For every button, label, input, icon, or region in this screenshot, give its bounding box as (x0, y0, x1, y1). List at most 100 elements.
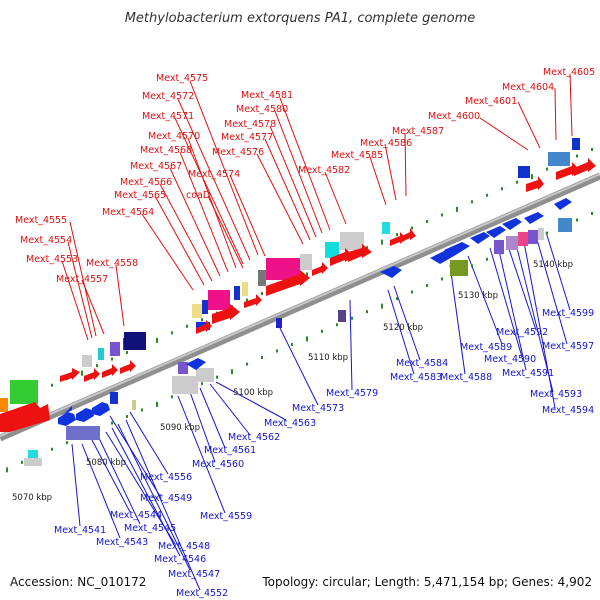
tick-dot (546, 167, 548, 171)
forward-strand-genes (0, 138, 596, 432)
tick-label: 5140 kbp (533, 260, 573, 270)
gene-label: Mext_4594 (542, 405, 594, 416)
gene-label: Mext_4574 (188, 169, 240, 180)
gene-label: Mext_4564 (102, 207, 154, 218)
tick-dot (366, 246, 368, 250)
tick-dot (366, 310, 368, 314)
gene-arrow (524, 212, 544, 224)
scale-ticks: 5070 kbp 5080 kbp 5090 kbp 5100 kbp 5110… (12, 260, 573, 503)
tick-dot (501, 187, 503, 191)
gene-arrow (92, 402, 110, 416)
tick-dot (276, 349, 278, 353)
tick-dot (141, 408, 143, 412)
gene-label: Mext_4568 (140, 145, 192, 156)
gene-label: Mext_4559 (200, 511, 252, 522)
gene-arrow (502, 218, 522, 230)
gene-block (0, 398, 8, 412)
tick-dot (591, 211, 593, 215)
gene-block (300, 254, 312, 270)
gene-label: Mext_4580 (236, 104, 288, 115)
bottom-leader-lines (71, 231, 571, 591)
tick-dot (591, 147, 593, 151)
gene-arrow (574, 158, 596, 176)
gene-label: Mext_4553 (26, 254, 78, 265)
gene-label: Mext_4565 (114, 190, 166, 201)
gene-arrow (486, 226, 506, 238)
tick-dot (411, 290, 413, 294)
accession-text: Accession: NC_010172 (10, 575, 146, 589)
gene-label: Mext_4541 (54, 525, 106, 536)
gene-arrow (312, 262, 328, 276)
reverse-gene-labels: Mext_4541 Mext_4543 Mext_4544 Mext_4545 … (54, 308, 594, 599)
gene-arrow (76, 408, 94, 422)
gene-block (382, 222, 390, 234)
gene-arrow (470, 232, 490, 244)
gene-label: Mext_4561 (204, 445, 256, 456)
gene-block (276, 318, 282, 328)
gene-label: Mext_4577 (221, 132, 273, 143)
gene-label: Mext_4555 (15, 215, 67, 226)
tick-dot (156, 401, 158, 407)
top-leader-lines (61, 73, 573, 341)
gene-block (518, 232, 528, 246)
gene-arrow (348, 244, 372, 262)
tick-dot (51, 383, 53, 387)
tick-label: 5080 kbp (86, 458, 126, 468)
tick-dot (396, 297, 398, 301)
gene-arrow (244, 294, 262, 308)
gene-block (196, 368, 214, 382)
gene-arrow (120, 360, 136, 374)
gene-label: Mext_4570 (148, 131, 200, 142)
reverse-strand-genes (24, 198, 572, 466)
gene-block (110, 392, 118, 404)
gene-arrow (186, 358, 206, 370)
tick-dot (381, 303, 383, 309)
gene-block (572, 138, 580, 150)
tick-dot (576, 218, 578, 222)
tick-dot (261, 292, 263, 296)
gene-block (98, 348, 104, 360)
gene-arrow (526, 176, 544, 192)
gene-label: Mext_4557 (56, 274, 108, 285)
gene-arrow (266, 270, 310, 296)
tick-dot (336, 323, 338, 327)
gene-label: Mext_4576 (212, 147, 264, 158)
tick-dot (471, 200, 473, 204)
gene-label: Mext_4571 (142, 111, 194, 122)
gene-block (28, 450, 38, 460)
gene-label: Mext_4560 (192, 459, 244, 470)
gene-block (450, 260, 468, 276)
gene-label: Mext_4547 (168, 569, 220, 580)
gene-arrow (430, 250, 454, 264)
gene-label: Mext_4591 (502, 368, 554, 379)
tick-dot (291, 342, 293, 346)
gene-block (66, 426, 100, 440)
gene-arrow (212, 304, 240, 324)
gene-arrow (402, 228, 416, 242)
gene-arrow (102, 364, 118, 378)
gene-block (10, 380, 38, 404)
gene-label: Mext_4579 (326, 388, 378, 399)
gene-block (258, 270, 266, 286)
gene-block (124, 332, 146, 350)
gene-label: Mext_4583 (390, 372, 442, 383)
tick-dot (426, 219, 428, 223)
tick-dot (156, 337, 158, 343)
gene-label: Mext_4544 (110, 510, 162, 521)
tick-dot (486, 257, 488, 261)
tick-dot (441, 277, 443, 281)
tick-dot (531, 174, 533, 180)
tick-dot (486, 193, 488, 197)
gene-arrow (444, 242, 470, 256)
tick-dot (21, 460, 23, 464)
gene-arrow (390, 232, 406, 246)
gene-block (266, 258, 300, 280)
gene-label: Mext_4600 (428, 111, 480, 122)
gene-label: Mext_4588 (440, 372, 492, 383)
gene-arrow (84, 368, 100, 382)
tick-dot (201, 318, 203, 322)
gene-label: Mext_4556 (140, 472, 192, 483)
gene-label: Mext_4589 (460, 342, 512, 353)
topology-summary-text: Topology: circular; Length: 5,471,154 bp… (261, 575, 592, 589)
gene-block (558, 218, 572, 232)
